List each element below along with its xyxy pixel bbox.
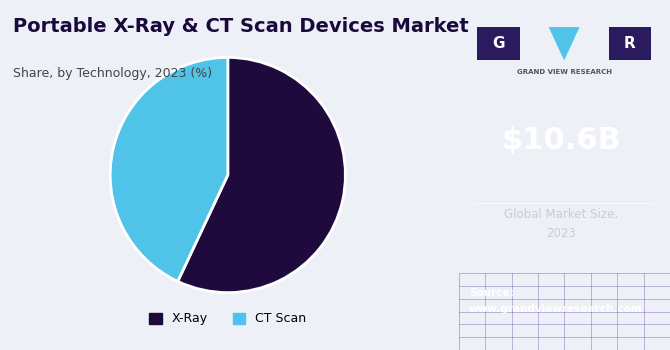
Wedge shape xyxy=(110,57,228,281)
Text: Global Market Size,
2023: Global Market Size, 2023 xyxy=(505,208,618,240)
Text: GRAND VIEW RESEARCH: GRAND VIEW RESEARCH xyxy=(517,69,612,75)
Wedge shape xyxy=(178,57,346,293)
Text: Portable X-Ray & CT Scan Devices Market: Portable X-Ray & CT Scan Devices Market xyxy=(13,18,469,36)
Polygon shape xyxy=(549,27,580,60)
Text: Share, by Technology, 2023 (%): Share, by Technology, 2023 (%) xyxy=(13,66,212,79)
FancyBboxPatch shape xyxy=(477,27,520,60)
Text: R: R xyxy=(624,36,636,51)
Legend: X-Ray, CT Scan: X-Ray, CT Scan xyxy=(144,307,312,330)
FancyBboxPatch shape xyxy=(608,27,651,60)
Text: G: G xyxy=(492,36,505,51)
Text: Source:
www.grandviewresearch.com: Source: www.grandviewresearch.com xyxy=(469,288,643,314)
Text: $10.6B: $10.6B xyxy=(502,126,621,154)
